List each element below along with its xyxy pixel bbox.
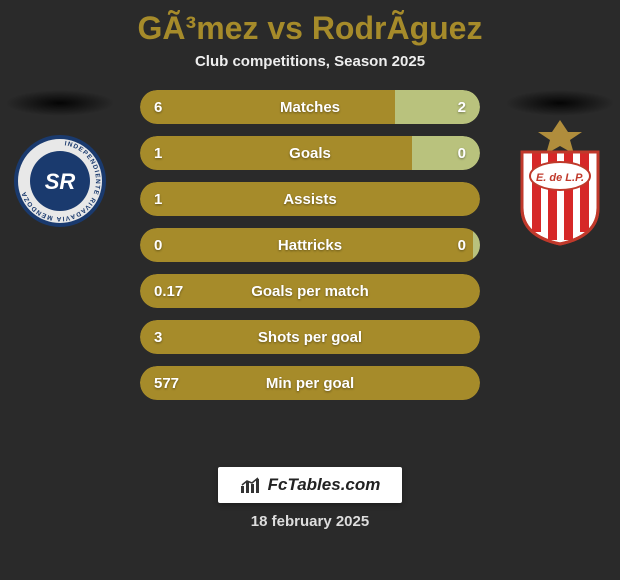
stats-bars: 6Matches21Goals01Assists0Hattricks00.17G… xyxy=(140,90,480,412)
svg-text:SR: SR xyxy=(45,169,76,194)
right-club-badge: E. de L.P. xyxy=(500,90,620,236)
svg-text:E. de L.P.: E. de L.P. xyxy=(536,172,584,184)
stat-label: Goals xyxy=(140,136,480,170)
shadow-ellipse xyxy=(5,90,115,116)
date-label: 18 february 2025 xyxy=(251,513,369,530)
stat-row: 0.17Goals per match xyxy=(140,274,480,308)
stat-value-right: 2 xyxy=(458,90,466,124)
independiente-logo-icon: INDEPENDIENTE RIVADAVIA MENDOZA SR xyxy=(10,131,110,231)
stat-value-right: 0 xyxy=(458,136,466,170)
estudiantes-logo-icon: E. de L.P. xyxy=(510,116,610,246)
branding-badge: FcTables.com xyxy=(218,467,403,503)
comparison-content: INDEPENDIENTE RIVADAVIA MENDOZA SR E. de… xyxy=(0,90,620,430)
branding-text: FcTables.com xyxy=(268,475,381,495)
stat-label: Min per goal xyxy=(140,366,480,400)
stat-row: 1Assists xyxy=(140,182,480,216)
footer: FcTables.com 18 february 2025 xyxy=(0,467,620,530)
page-title: GÃ³mez vs RodrÃ­guez xyxy=(0,0,620,47)
stat-label: Hattricks xyxy=(140,228,480,262)
stat-label: Assists xyxy=(140,182,480,216)
stat-label: Shots per goal xyxy=(140,320,480,354)
stat-value-right: 0 xyxy=(458,228,466,262)
shadow-ellipse xyxy=(505,90,615,116)
stat-row: 1Goals0 xyxy=(140,136,480,170)
stat-row: 0Hattricks0 xyxy=(140,228,480,262)
right-club-logo: E. de L.P. xyxy=(510,126,610,236)
stat-label: Goals per match xyxy=(140,274,480,308)
left-club-logo: INDEPENDIENTE RIVADAVIA MENDOZA SR xyxy=(10,126,110,236)
left-club-badge: INDEPENDIENTE RIVADAVIA MENDOZA SR xyxy=(0,90,120,236)
stat-label: Matches xyxy=(140,90,480,124)
stat-row: 6Matches2 xyxy=(140,90,480,124)
chart-icon xyxy=(240,476,262,494)
page-subtitle: Club competitions, Season 2025 xyxy=(0,53,620,70)
stat-row: 3Shots per goal xyxy=(140,320,480,354)
stat-row: 577Min per goal xyxy=(140,366,480,400)
